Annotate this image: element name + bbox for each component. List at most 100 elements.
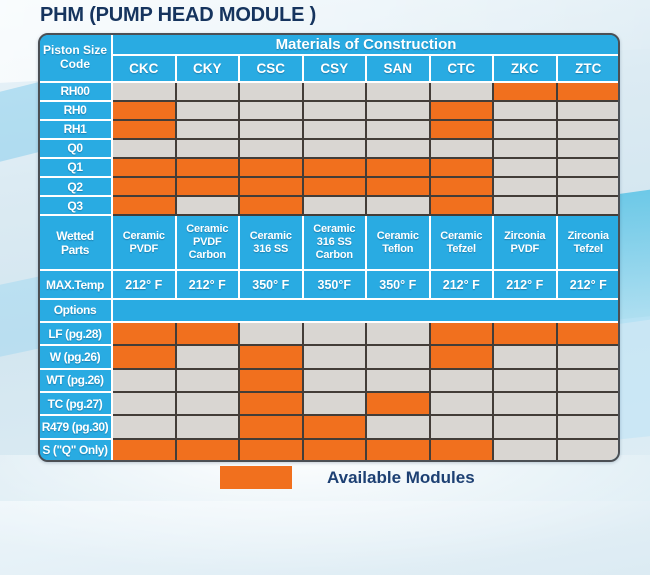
table-row-rh1: RH1 bbox=[40, 118, 618, 140]
cell-q3-ctc bbox=[428, 195, 494, 217]
group-header-materials-of-construction: Materials of Construction bbox=[111, 35, 618, 57]
wetted-parts-san: Ceramic Teflon bbox=[365, 214, 431, 272]
cell-rh0-zkc bbox=[492, 99, 558, 121]
cell-q3-ckc bbox=[111, 195, 177, 217]
table-row-q3: Q3 bbox=[40, 195, 618, 217]
cell-tc-pg-27-csc bbox=[238, 390, 304, 417]
cell-rh00-csc bbox=[238, 80, 304, 102]
cell-q1-cky bbox=[174, 156, 240, 179]
column-header-cky: CKY bbox=[174, 54, 240, 83]
table-row-rh00: RH00 bbox=[40, 80, 618, 102]
materials-matrix: Piston Size Code Materials of Constructi… bbox=[40, 35, 618, 460]
corner-label-line2: Code bbox=[60, 57, 90, 72]
cell-q1-ckc bbox=[111, 156, 177, 179]
cell-r479-pg-30-zkc bbox=[492, 414, 558, 440]
group-header-row: Piston Size Code Materials of Constructi… bbox=[40, 35, 618, 83]
table-row-wt-pg-26: WT (pg.26) bbox=[40, 367, 618, 394]
cell-q0-ckc bbox=[111, 137, 177, 159]
cell-s-q-only-zkc bbox=[492, 437, 558, 460]
legend-label: Available Modules bbox=[327, 467, 475, 487]
max-temp-csy: 350°F bbox=[301, 269, 367, 300]
cell-r479-pg-30-cky bbox=[174, 414, 240, 440]
cell-q2-san bbox=[365, 176, 431, 198]
cell-lf-pg-28-zkc bbox=[492, 321, 558, 347]
wetted-parts-ctc: Ceramic Tefzel bbox=[428, 214, 494, 272]
cell-rh00-ckc bbox=[111, 80, 177, 102]
availability-table: Piston Size Code Materials of Constructi… bbox=[38, 33, 620, 462]
table-row-max-temp: MAX.Temp 212° F 212° F 350° F 350°F 350° F 212… bbox=[40, 269, 618, 300]
table-row-w-pg-26: W (pg.26) bbox=[40, 344, 618, 370]
cell-rh00-ztc bbox=[555, 80, 618, 102]
cell-r479-pg-30-ztc bbox=[555, 414, 618, 440]
table-row-r479-pg-30: R479 (pg.30) bbox=[40, 414, 618, 440]
row-label-rh1: RH1 bbox=[40, 118, 113, 140]
cell-q1-ztc bbox=[555, 156, 618, 179]
column-header-san: SAN bbox=[365, 54, 431, 83]
cell-w-pg-26-csc bbox=[238, 344, 304, 370]
cell-w-pg-26-ctc bbox=[428, 344, 494, 370]
cell-rh1-csc bbox=[238, 118, 304, 140]
column-header-ctc: CTC bbox=[428, 54, 494, 83]
cell-q1-ctc bbox=[428, 156, 494, 179]
cell-s-q-only-ckc bbox=[111, 437, 177, 460]
cell-q2-ckc bbox=[111, 176, 177, 198]
table-row-q1: Q1 bbox=[40, 156, 618, 179]
column-header-csy: CSY bbox=[301, 54, 367, 83]
cell-tc-pg-27-ckc bbox=[111, 390, 177, 417]
cell-wt-pg-26-san bbox=[365, 367, 431, 394]
cell-s-q-only-ztc bbox=[555, 437, 618, 460]
cell-rh0-ztc bbox=[555, 99, 618, 121]
cell-q0-zkc bbox=[492, 137, 558, 159]
cell-tc-pg-27-cky bbox=[174, 390, 240, 417]
cell-wt-pg-26-ckc bbox=[111, 367, 177, 394]
cell-rh0-csy bbox=[301, 99, 367, 121]
table-row-s-q-only: S ("Q" Only) bbox=[40, 437, 618, 460]
cell-rh00-san bbox=[365, 80, 431, 102]
cell-rh0-san bbox=[365, 99, 431, 121]
table-row-wetted-parts: Wetted Parts Ceramic PVDF Ceramic PVDF Carbon C… bbox=[40, 214, 618, 272]
row-label-wetted-parts: Wetted Parts bbox=[40, 214, 113, 272]
cell-tc-pg-27-zkc bbox=[492, 390, 558, 417]
column-header-ztc: ZTC bbox=[555, 54, 618, 83]
matrix-body: Piston Size Code Materials of Constructi… bbox=[40, 35, 618, 460]
row-label-q0: Q0 bbox=[40, 137, 113, 159]
cell-q2-ctc bbox=[428, 176, 494, 198]
cell-s-q-only-csy bbox=[301, 437, 367, 460]
cell-tc-pg-27-csy bbox=[301, 390, 367, 417]
cell-rh1-zkc bbox=[492, 118, 558, 140]
cell-rh1-san bbox=[365, 118, 431, 140]
cell-r479-pg-30-san bbox=[365, 414, 431, 440]
row-label-r479-pg-30: R479 (pg.30) bbox=[40, 414, 113, 440]
row-label-tc-pg-27: TC (pg.27) bbox=[40, 390, 113, 417]
cell-q1-zkc bbox=[492, 156, 558, 179]
cell-lf-pg-28-cky bbox=[174, 321, 240, 347]
wetted-parts-ztc: Zirconia Tefzel bbox=[555, 214, 618, 272]
cell-wt-pg-26-ctc bbox=[428, 367, 494, 394]
row-label-wt-pg-26: WT (pg.26) bbox=[40, 367, 113, 394]
cell-rh1-ctc bbox=[428, 118, 494, 140]
cell-q0-csy bbox=[301, 137, 367, 159]
cell-lf-pg-28-csy bbox=[301, 321, 367, 347]
cell-rh1-ztc bbox=[555, 118, 618, 140]
cell-w-pg-26-cky bbox=[174, 344, 240, 370]
corner-label-line1: Piston Size bbox=[42, 42, 107, 57]
cell-q2-csy bbox=[301, 176, 367, 198]
cell-tc-pg-27-san bbox=[365, 390, 431, 417]
cell-q0-ctc bbox=[428, 137, 494, 159]
row-label-q3: Q3 bbox=[40, 195, 113, 217]
wetted-parts-csy: Ceramic 316 SS Carbon bbox=[301, 214, 367, 272]
cell-rh0-csc bbox=[238, 99, 304, 121]
cell-r479-pg-30-csc bbox=[238, 414, 304, 440]
cell-w-pg-26-san bbox=[365, 344, 431, 370]
cell-r479-pg-30-ckc bbox=[111, 414, 177, 440]
cell-wt-pg-26-zkc bbox=[492, 367, 558, 394]
cell-rh00-zkc bbox=[492, 80, 558, 102]
corner-cell-piston-size-code: Piston Size Code bbox=[40, 35, 113, 83]
column-header-row: CKC CKY CSC CSY SAN CTC ZKC ZTC bbox=[40, 54, 618, 83]
cell-q1-csc bbox=[238, 156, 304, 179]
row-label-options: Options bbox=[40, 297, 113, 324]
cell-q3-ztc bbox=[555, 195, 618, 217]
cell-q2-csc bbox=[238, 176, 304, 198]
cell-rh1-cky bbox=[174, 118, 240, 140]
wetted-parts-csc: Ceramic 316 SS bbox=[238, 214, 304, 272]
